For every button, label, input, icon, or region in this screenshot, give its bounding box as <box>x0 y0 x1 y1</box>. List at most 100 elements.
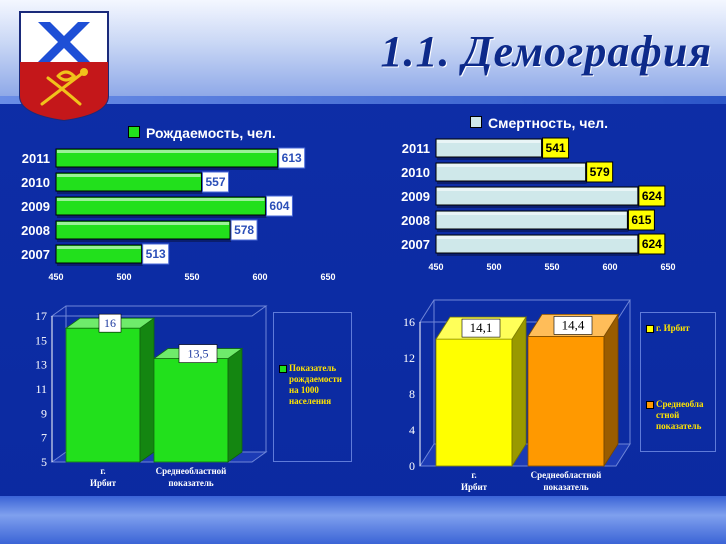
birth-rate-legend-swatch <box>279 365 287 373</box>
birth-rate-tick-label: 15 <box>35 333 47 347</box>
deaths-data-label-box <box>586 161 614 183</box>
deaths-data-label-box <box>627 209 655 231</box>
death-rate-legend-label-regional: Среднеобла стной показатель <box>656 399 704 431</box>
deaths-category-label: 2011 <box>402 141 430 156</box>
births-data-label-box <box>142 243 170 265</box>
deaths-tick-label: 550 <box>544 262 559 272</box>
birth-rate-category-label: Среднеобластной <box>156 466 227 476</box>
deaths-bar <box>435 234 639 254</box>
births-legend-label: Рождаемость, чел. <box>146 125 276 141</box>
deaths-data-label: 579 <box>590 165 610 179</box>
births-category-label: 2011 <box>22 151 50 166</box>
deaths-bar-highlight <box>437 140 541 143</box>
death-rate-tick-label: 4 <box>409 423 415 437</box>
deaths-tick-label: 500 <box>486 262 501 272</box>
birth-rate-bar-side <box>227 347 243 463</box>
deaths-category-label: 2007 <box>401 237 430 252</box>
births-data-label: 513 <box>146 247 166 261</box>
birth-rate-category-label: показатель <box>168 478 214 488</box>
deaths-bar-highlight <box>437 236 637 239</box>
death-rate-category-label: Среднеобластной <box>531 470 602 480</box>
birth-rate-tick-label: 5 <box>41 455 47 469</box>
deaths-tick-label: 450 <box>428 262 443 272</box>
death-rate-tick-label: 16 <box>403 315 415 329</box>
death-rate-data-label: 14,4 <box>562 317 585 332</box>
deaths-category-label: 2008 <box>401 213 430 228</box>
births-bar-highlight <box>57 198 265 201</box>
deaths-bar-highlight <box>437 188 637 191</box>
deaths-tick-label: 600 <box>602 262 617 272</box>
header-bar <box>0 0 726 96</box>
births-legend-swatch <box>128 126 140 138</box>
births-category-label: 2008 <box>21 223 50 238</box>
deaths-data-label-box <box>638 233 666 255</box>
death-rate-data-label: 14,1 <box>470 320 493 335</box>
deaths-legend-swatch <box>470 116 482 128</box>
births-tick-label: 500 <box>116 272 131 282</box>
birth-rate-tick-label: 11 <box>35 382 47 396</box>
header-band <box>0 96 726 104</box>
death-rate-legend-swatch-irbit <box>646 325 654 333</box>
deaths-bar-highlight <box>437 164 585 167</box>
death-rate-bar-front <box>527 336 605 467</box>
birth-rate-tick-label: 17 <box>35 309 47 323</box>
birth-rate-tick-label: 9 <box>41 406 47 420</box>
deaths-data-label-box <box>542 137 570 159</box>
deaths-data-label: 624 <box>642 237 662 251</box>
deaths-category-label: 2009 <box>401 189 430 204</box>
births-legend: Рождаемость, чел. <box>128 125 276 141</box>
death-rate-chart: 0 4 8 12 16 14,1 г. Ирбит 14,4 Среднеобластной пок… <box>403 299 631 492</box>
death-rate-legend-label-irbit: г. Ирбит <box>656 323 690 333</box>
death-rate-legend-swatch-regional <box>646 401 654 409</box>
births-chart: 2011 613 2010 557 2009 604 2008 578 2007 513 450 50… <box>21 147 336 282</box>
births-category-label: 2009 <box>21 199 50 214</box>
city-coat-of-arms-icon <box>19 11 109 122</box>
death-rate-data-label-box <box>553 316 593 335</box>
death-rate-tick-label: 0 <box>409 459 415 473</box>
death-rate-legend: г. Ирбит Среднеобла стной показатель <box>640 312 716 452</box>
deaths-bar <box>435 210 628 230</box>
deaths-bar <box>435 138 543 158</box>
birth-rate-bar-front <box>153 358 229 463</box>
birth-rate-bar-side <box>139 317 155 463</box>
deaths-bar-highlight <box>437 212 627 215</box>
death-rate-data-label-box <box>461 318 501 338</box>
births-bar-highlight <box>57 222 230 225</box>
death-rate-tick-label: 8 <box>409 387 415 401</box>
deaths-bar <box>435 186 639 206</box>
births-tick-label: 650 <box>320 272 335 282</box>
birth-rate-category-label: г. <box>100 466 105 476</box>
death-rate-category-label: г. <box>471 470 476 480</box>
deaths-chart: 2011 541 2010 579 2009 624 2008 615 2007 624 450 50… <box>401 137 676 272</box>
deaths-tick-label: 650 <box>660 262 675 272</box>
births-data-label: 578 <box>234 223 254 237</box>
deaths-data-label: 615 <box>631 213 651 227</box>
births-bar <box>55 148 279 168</box>
birth-rate-data-label-box <box>98 313 122 333</box>
birth-rate-data-label: 13,5 <box>188 347 209 361</box>
death-rate-bar-front <box>435 338 513 467</box>
page-title: 1.1. Демография <box>380 27 712 76</box>
births-data-label-box <box>230 219 258 241</box>
deaths-data-label-box <box>638 185 666 207</box>
birth-rate-frame-top <box>50 305 268 317</box>
birth-rate-category-label: Ирбит <box>90 478 117 488</box>
deaths-data-label: 624 <box>642 189 662 203</box>
births-bar-highlight <box>57 150 277 153</box>
births-data-label: 613 <box>282 151 302 165</box>
births-bar-highlight <box>57 246 141 249</box>
birth-rate-tick-label: 7 <box>41 431 47 445</box>
deaths-category-label: 2010 <box>401 165 430 180</box>
deaths-legend: Смертность, чел. <box>470 115 608 131</box>
births-tick-label: 450 <box>48 272 63 282</box>
deaths-legend-label: Смертность, чел. <box>488 115 609 131</box>
births-tick-label: 600 <box>252 272 267 282</box>
births-bar <box>55 220 231 240</box>
birth-rate-data-label: 16 <box>104 316 116 330</box>
births-bar <box>55 196 266 216</box>
birth-rate-legend-label: Показатель рождаемости на 1000 населения <box>289 363 342 406</box>
deaths-bar <box>435 162 587 182</box>
death-rate-tick-label: 12 <box>403 351 415 365</box>
births-bar <box>55 244 143 264</box>
